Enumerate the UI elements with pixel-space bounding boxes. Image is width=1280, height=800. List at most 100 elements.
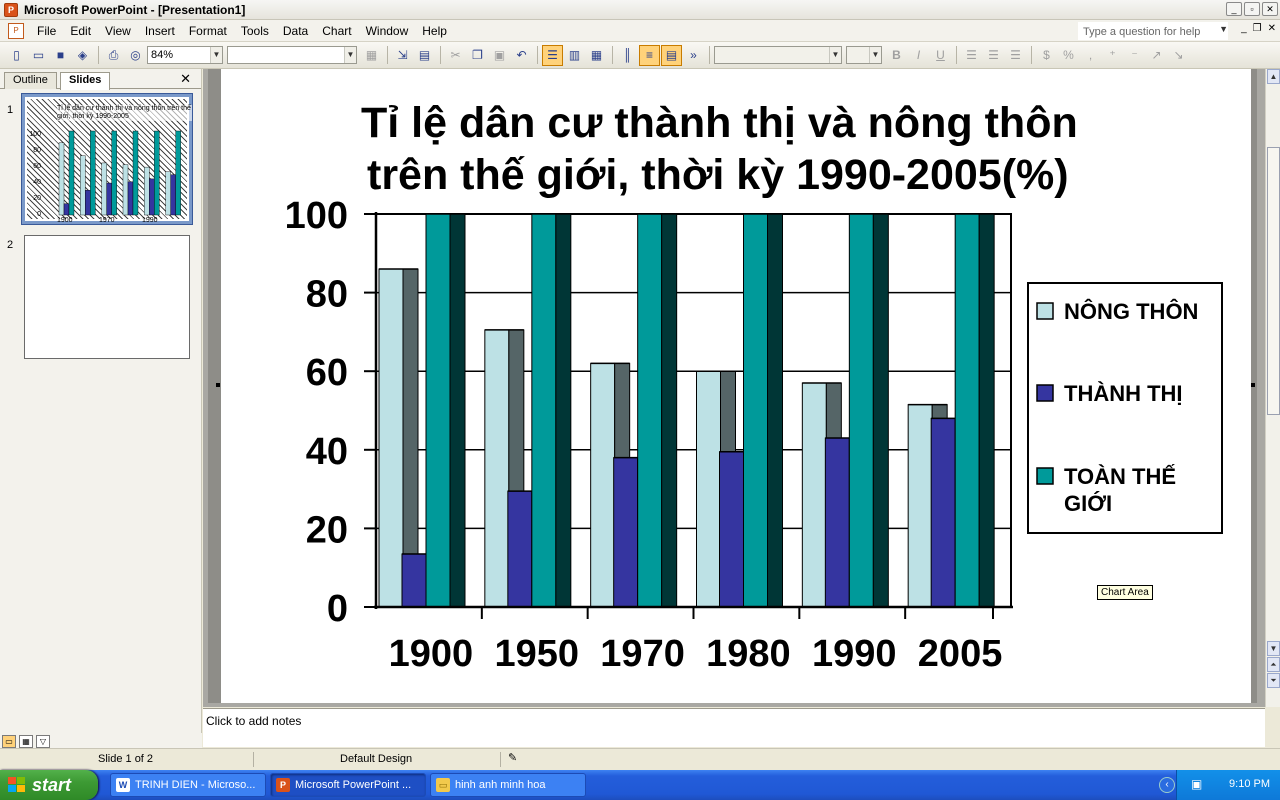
tab-outline[interactable]: Outline bbox=[4, 72, 57, 89]
scroll-up-icon[interactable]: ▲ bbox=[1267, 69, 1280, 84]
angle-text-icon[interactable]: ↗ bbox=[1151, 48, 1162, 62]
menu-tools[interactable]: Tools bbox=[240, 23, 269, 38]
chevron-down-icon[interactable]: ▼ bbox=[869, 47, 881, 63]
next-slide-icon[interactable]: ⏷ bbox=[1267, 673, 1280, 688]
chart-area[interactable]: 0 20 40 60 80 100 1900 1950 1970 1980 1990 2005 NÔNG… bbox=[221, 69, 1251, 703]
doc-restore-icon[interactable]: ❐ bbox=[1252, 23, 1262, 34]
minimize-icon[interactable]: _ bbox=[1226, 2, 1242, 16]
category-axis-gridlines-icon[interactable]: ║ bbox=[623, 48, 632, 62]
slideshow-icon[interactable]: ▽ bbox=[36, 734, 50, 748]
bar-front bbox=[378, 268, 404, 608]
chevron-down-icon[interactable]: ▼ bbox=[829, 47, 841, 63]
chart-objects-combo[interactable]: ▼ bbox=[227, 46, 357, 64]
bar-front bbox=[930, 417, 956, 608]
taskbar-word-document[interactable]: W TRINH DIEN - Microso... bbox=[110, 773, 266, 797]
slide-sorter-icon[interactable]: ▦ bbox=[19, 734, 33, 748]
percent-icon[interactable]: % bbox=[1063, 48, 1074, 62]
menu-insert[interactable]: Insert bbox=[144, 23, 175, 38]
format-object-icon[interactable]: ▦ bbox=[365, 48, 378, 62]
close-icon[interactable]: ✕ bbox=[1262, 2, 1278, 16]
close-icon[interactable]: ✕ bbox=[180, 71, 191, 86]
currency-icon[interactable]: $ bbox=[1043, 48, 1050, 62]
resize-handle[interactable] bbox=[216, 383, 220, 387]
zoom-value: 84% bbox=[151, 49, 174, 61]
scroll-down-icon[interactable]: ▼ bbox=[1267, 641, 1280, 656]
previous-slide-icon[interactable]: ⏶ bbox=[1267, 657, 1280, 672]
copy-icon[interactable]: ❐ bbox=[472, 48, 483, 62]
help-search-input[interactable]: Type a question for help bbox=[1078, 22, 1228, 40]
slide-thumbnail-1[interactable]: Tỉ lệ dân cư thành thị và nông thôn trên… bbox=[21, 93, 193, 225]
new-icon[interactable]: ▯ bbox=[13, 48, 20, 62]
resize-handle[interactable] bbox=[1251, 383, 1255, 387]
taskbar-powerpoint[interactable]: P Microsoft PowerPoint ... bbox=[270, 773, 426, 797]
print-icon[interactable]: ⎙ bbox=[108, 47, 119, 62]
tab-slides[interactable]: Slides bbox=[60, 72, 111, 90]
menu-file[interactable]: File bbox=[37, 23, 57, 38]
increase-decimal-icon[interactable]: ⁺ bbox=[1109, 48, 1116, 62]
network-icon[interactable]: ▣ bbox=[1191, 777, 1203, 791]
cut-icon[interactable]: ✂ bbox=[450, 48, 461, 62]
legend-icon[interactable]: ▤ bbox=[661, 44, 682, 66]
bar-side bbox=[555, 213, 572, 608]
font-combo[interactable]: ▼ bbox=[714, 46, 842, 64]
scroll-thumb[interactable] bbox=[1267, 147, 1280, 415]
document-icon[interactable]: P bbox=[8, 22, 24, 39]
decrease-decimal-icon[interactable]: ⁻ bbox=[1131, 48, 1138, 62]
italic-icon[interactable]: I bbox=[916, 48, 921, 62]
bar-front bbox=[719, 451, 744, 608]
underline-icon[interactable]: U bbox=[936, 48, 945, 62]
taskbar-folder[interactable]: ▭ hinh anh minh hoa bbox=[430, 773, 586, 797]
angle-text-up-icon[interactable]: ↘ bbox=[1173, 48, 1184, 62]
by-column-icon[interactable]: ▥ bbox=[568, 48, 581, 62]
clock[interactable]: 9:10 PM bbox=[1229, 778, 1270, 790]
menu-help[interactable]: Help bbox=[422, 23, 447, 38]
status-divider bbox=[253, 752, 254, 767]
show-hidden-icons-icon[interactable]: ‹ bbox=[1159, 777, 1175, 793]
maximize-icon[interactable]: ▫ bbox=[1244, 2, 1260, 16]
permission-icon[interactable]: ◈ bbox=[77, 48, 88, 62]
bar-side bbox=[767, 213, 783, 608]
y-tick-label: 100 bbox=[285, 195, 348, 237]
menu-chart[interactable]: Chart bbox=[322, 23, 352, 38]
doc-minimize-icon[interactable]: _ bbox=[1241, 23, 1247, 34]
menu-data[interactable]: Data bbox=[282, 23, 309, 38]
print-preview-icon[interactable]: ◎ bbox=[130, 48, 141, 62]
datasheet-icon[interactable]: ▤ bbox=[418, 48, 431, 62]
slide-canvas[interactable]: Tỉ lệ dân cư thành thị và nông thôn trên… bbox=[221, 69, 1251, 703]
comma-style-icon[interactable]: , bbox=[1088, 48, 1093, 62]
zoom-combo[interactable]: 84% ▼ bbox=[147, 46, 223, 64]
align-center-icon[interactable]: ☰ bbox=[988, 48, 999, 62]
menu-view[interactable]: View bbox=[105, 23, 131, 38]
y-tick-label: 60 bbox=[306, 352, 348, 394]
value-axis-gridlines-icon[interactable]: ≡ bbox=[639, 44, 660, 66]
toolbar-options-icon[interactable]: » bbox=[690, 48, 697, 62]
menu-format[interactable]: Format bbox=[188, 23, 227, 38]
bold-icon[interactable]: B bbox=[892, 48, 901, 62]
slide-thumbnail-2[interactable] bbox=[24, 235, 190, 359]
powerpoint-app-icon[interactable]: P bbox=[4, 2, 18, 17]
doc-close-icon[interactable]: ✕ bbox=[1267, 23, 1276, 34]
by-row-icon[interactable]: ☰ bbox=[542, 44, 563, 66]
align-right-icon[interactable]: ☰ bbox=[1010, 48, 1021, 62]
normal-view-icon[interactable]: ▭ bbox=[2, 734, 16, 748]
data-table-icon[interactable]: ▦ bbox=[590, 48, 603, 62]
chevron-down-icon[interactable]: ▼ bbox=[344, 47, 356, 63]
align-left-icon[interactable]: ☰ bbox=[966, 48, 977, 62]
menu-edit[interactable]: Edit bbox=[70, 23, 92, 38]
font-size-combo[interactable]: ▼ bbox=[846, 46, 882, 64]
import-file-icon[interactable]: ⇲ bbox=[397, 48, 408, 62]
open-icon[interactable]: ▭ bbox=[32, 48, 45, 62]
paste-icon[interactable]: ▣ bbox=[493, 48, 506, 62]
menu-window[interactable]: Window bbox=[365, 23, 409, 38]
start-button[interactable]: start bbox=[0, 770, 98, 800]
help-dropdown-icon[interactable]: ▼ bbox=[1219, 24, 1228, 34]
notes-pane[interactable]: Click to add notes bbox=[203, 708, 1265, 747]
save-icon[interactable]: ■ bbox=[56, 48, 65, 62]
vertical-scrollbar[interactable]: ▲ ▼ ⏶ ⏷ bbox=[1265, 69, 1280, 707]
chevron-down-icon[interactable]: ▼ bbox=[210, 47, 222, 63]
spelling-status-icon[interactable]: ✎ bbox=[508, 752, 518, 764]
undo-icon[interactable]: ↶ bbox=[516, 48, 527, 62]
thumb-bar bbox=[80, 155, 86, 216]
slide-title[interactable]: Tỉ lệ dân cư thành thị và nông thôn trên… bbox=[361, 97, 1141, 201]
bar-front bbox=[401, 553, 427, 608]
